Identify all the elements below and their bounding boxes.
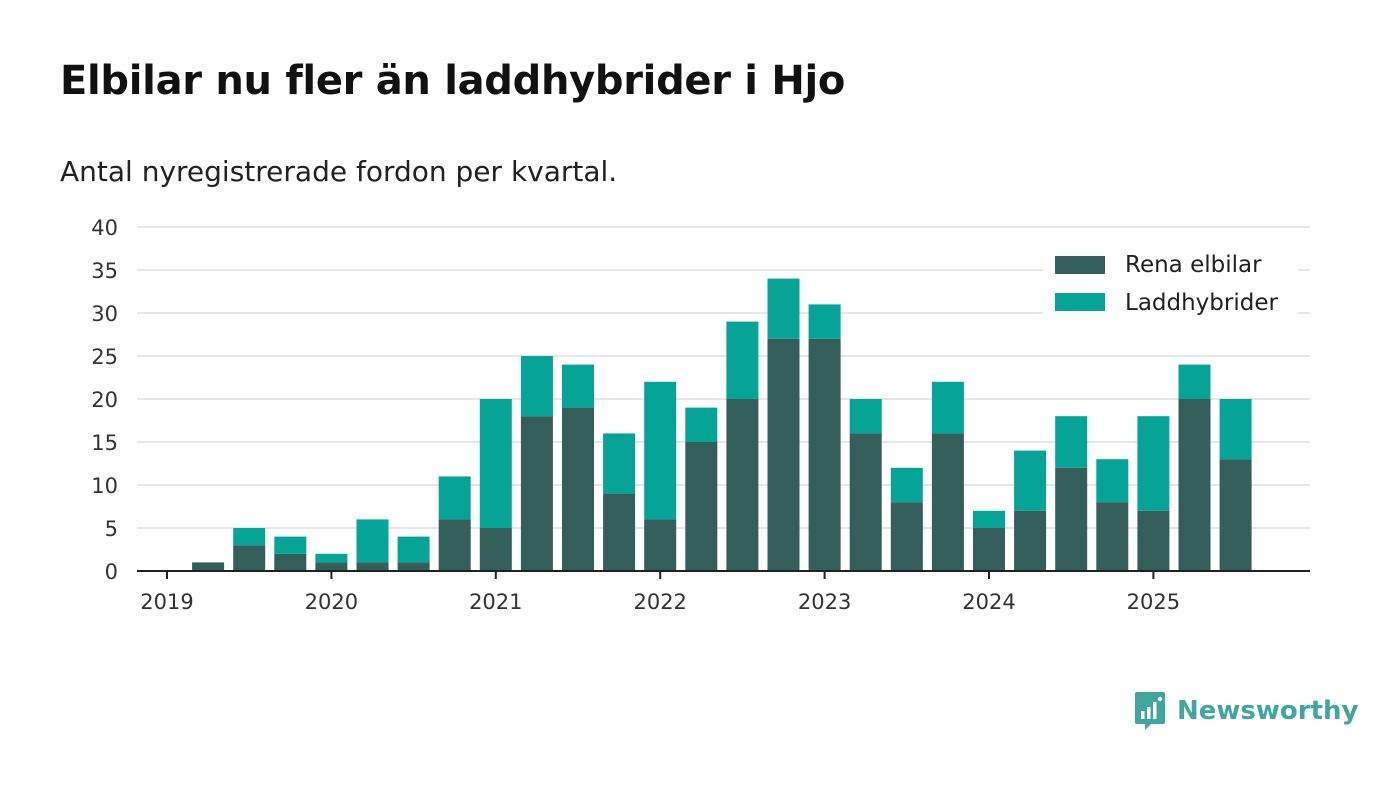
- y-tick-label-20: 20: [91, 388, 118, 412]
- bar-laddhybrider-2023-q1: [808, 304, 841, 339]
- bar-laddhybrider-2022-q4: [767, 278, 800, 339]
- y-axis-ticks: 0 5 10 15 20 25 30 35 40: [91, 216, 118, 584]
- legend-label-laddhybrider: Laddhybrider: [1125, 290, 1278, 316]
- bar-rena-elbilar-2021-q3: [562, 407, 594, 571]
- bar-rena-elbilar-2021-q4: [603, 493, 636, 571]
- bar-rena-elbilar-2022-q1: [644, 519, 677, 571]
- chart-title: Elbilar nu fler än laddhybrider i Hjo: [60, 58, 846, 104]
- bar-laddhybrider-2023-q3: [890, 467, 923, 503]
- y-tick-label-40: 40: [91, 216, 118, 240]
- bar-laddhybrider-2025-q2: [1178, 364, 1211, 399]
- bar-laddhybrider-2023-q4: [931, 381, 964, 434]
- x-tick-label-2019: 2019: [140, 590, 193, 614]
- bar-rena-elbilar-2019-q2: [192, 562, 225, 571]
- legend: Rena elbilar Laddhybrider: [1043, 242, 1298, 318]
- bar-laddhybrider-2020-q3: [397, 536, 430, 563]
- chart-subtitle: Antal nyregistrerade fordon per kvartal.: [60, 155, 618, 188]
- bar-laddhybrider-2020-q4: [438, 476, 471, 520]
- bar-laddhybrider-2025-q1: [1137, 416, 1170, 511]
- bar-laddhybrider-2021-q2: [520, 356, 553, 417]
- bar-laddhybrider-2025-q3: [1219, 399, 1252, 460]
- newsworthy-logo-icon: [1135, 692, 1165, 730]
- bar-laddhybrider-2019-q3: [233, 528, 266, 546]
- bar-rena-elbilar-2021-q1: [479, 528, 512, 571]
- bar-rena-elbilar-2022-q4: [767, 338, 800, 571]
- bar-rena-elbilar-2019-q4: [274, 553, 307, 571]
- y-tick-label-25: 25: [91, 345, 118, 369]
- bar-rena-elbilar-2024-q4: [1096, 502, 1129, 571]
- bar-laddhybrider-2023-q2: [849, 399, 882, 434]
- bar-laddhybrider-2019-q4: [274, 536, 307, 554]
- bar-laddhybrider-2021-q4: [603, 433, 636, 494]
- x-tick-label-2023: 2023: [798, 590, 851, 614]
- y-tick-label-35: 35: [91, 259, 118, 283]
- x-tick-label-2022: 2022: [633, 590, 686, 614]
- bar-laddhybrider-2024-q1: [973, 510, 1005, 528]
- bar-laddhybrider-2022-q2: [685, 407, 718, 442]
- bar-rena-elbilar-2020-q3: [397, 562, 430, 571]
- legend-label-rena-elbilar: Rena elbilar: [1125, 252, 1262, 278]
- bar-rena-elbilar-2025-q1: [1137, 510, 1170, 571]
- legend-swatch-rena-elbilar: [1055, 256, 1105, 274]
- bar-rena-elbilar-2024-q3: [1055, 467, 1088, 571]
- bar-rena-elbilar-2023-q1: [808, 338, 841, 571]
- bars: [192, 278, 1252, 571]
- y-tick-label-5: 5: [105, 517, 118, 541]
- bar-rena-elbilar-2020-q4: [438, 519, 471, 571]
- bar-laddhybrider-2024-q2: [1014, 450, 1047, 511]
- bar-rena-elbilar-2020-q1: [315, 562, 348, 571]
- bar-laddhybrider-2022-q3: [726, 321, 759, 399]
- x-tick-label-2025: 2025: [1127, 590, 1180, 614]
- bar-rena-elbilar-2020-q2: [356, 562, 389, 571]
- x-axis-ticks: 2019 2020 2021 2022 2023 2024 2025: [140, 571, 1180, 614]
- bar-rena-elbilar-2023-q3: [890, 502, 923, 571]
- bar-laddhybrider-2022-q1: [644, 381, 677, 520]
- bar-laddhybrider-2020-q1: [315, 553, 348, 563]
- x-tick-label-2024: 2024: [962, 590, 1015, 614]
- bar-laddhybrider-2024-q3: [1055, 416, 1088, 468]
- bar-rena-elbilar-2021-q2: [520, 416, 553, 571]
- bar-rena-elbilar-2024-q2: [1014, 510, 1047, 571]
- bar-laddhybrider-2021-q3: [562, 364, 594, 408]
- legend-swatch-laddhybrider: [1055, 293, 1105, 311]
- bar-rena-elbilar-2022-q2: [685, 442, 718, 571]
- bar-laddhybrider-2021-q1: [479, 399, 512, 528]
- y-tick-label-15: 15: [91, 431, 118, 455]
- bar-laddhybrider-2024-q4: [1096, 459, 1129, 503]
- bar-rena-elbilar-2019-q3: [233, 545, 266, 571]
- y-tick-label-0: 0: [105, 560, 118, 584]
- bar-rena-elbilar-2025-q3: [1219, 459, 1252, 571]
- x-tick-label-2020: 2020: [305, 590, 358, 614]
- newsworthy-logo: Newsworthy: [1133, 690, 1358, 732]
- y-tick-label-30: 30: [91, 302, 118, 326]
- bar-laddhybrider-2020-q2: [356, 519, 389, 563]
- bar-rena-elbilar-2024-q1: [973, 528, 1005, 571]
- newsworthy-logo-text: Newsworthy: [1177, 696, 1359, 726]
- bar-rena-elbilar-2023-q4: [931, 433, 964, 571]
- bar-rena-elbilar-2023-q2: [849, 433, 882, 571]
- bar-rena-elbilar-2025-q2: [1178, 399, 1211, 571]
- y-tick-label-10: 10: [91, 474, 118, 498]
- x-tick-label-2021: 2021: [469, 590, 522, 614]
- bar-rena-elbilar-2022-q3: [726, 399, 759, 571]
